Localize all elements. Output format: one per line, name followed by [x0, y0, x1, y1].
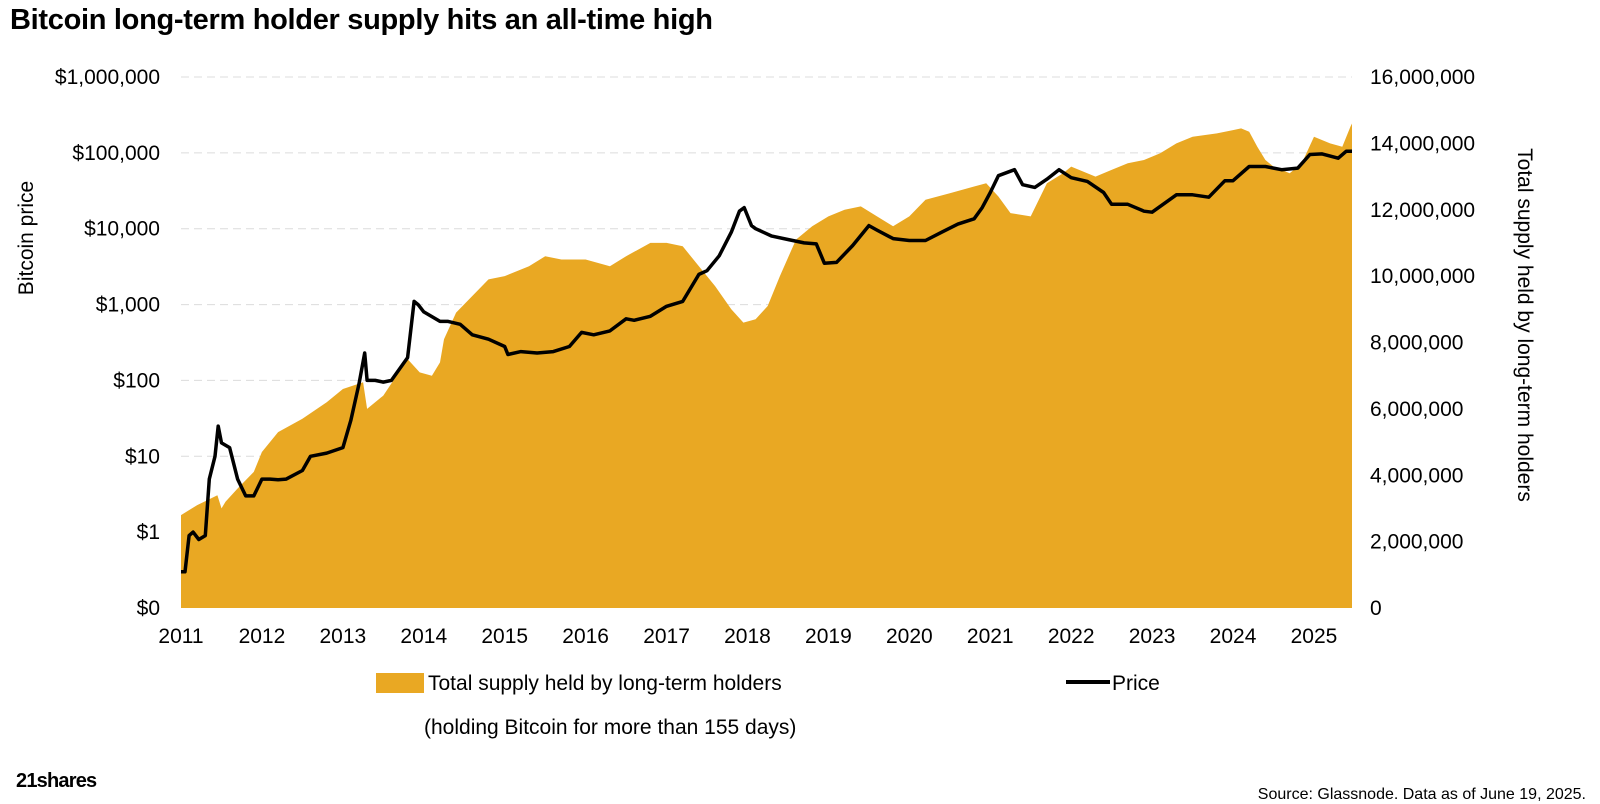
- legend-price: Price: [1066, 672, 1160, 696]
- right-axis-ticks: 0 2,000,000 4,000,000 6,000,000 8,000,000 10,…: [1370, 66, 1475, 620]
- x-tick-label: 2025: [1291, 625, 1338, 648]
- x-tick-label: 2022: [1048, 625, 1095, 648]
- x-tick-label: 2013: [319, 625, 366, 648]
- x-tick-label: 2019: [805, 625, 852, 648]
- x-tick-label: 2017: [643, 625, 690, 648]
- left-tick-label: $100: [113, 369, 160, 392]
- right-tick-label: 8,000,000: [1370, 332, 1463, 355]
- right-tick-label: 2,000,000: [1370, 531, 1463, 554]
- price-line-series: [181, 149, 1352, 574]
- right-tick-label: 16,000,000: [1370, 66, 1475, 89]
- right-tick-label: 10,000,000: [1370, 265, 1475, 288]
- left-tick-label: $100,000: [72, 142, 160, 165]
- legend-supply-label: Total supply held by long-term holders: [428, 672, 782, 695]
- x-tick-label: 2020: [886, 625, 933, 648]
- right-tick-label: 0: [1370, 597, 1382, 620]
- x-tick-label: 2012: [239, 625, 286, 648]
- x-tick-label: 2024: [1210, 625, 1257, 648]
- x-tick-label: 2021: [967, 625, 1014, 648]
- right-tick-label: 12,000,000: [1370, 199, 1475, 222]
- supply-area-series: [181, 123, 1352, 608]
- left-tick-label: $1,000,000: [55, 66, 160, 89]
- legend-supply-sublabel: (holding Bitcoin for more than 155 days): [424, 716, 797, 739]
- x-axis-ticks: 2011 2012 2013 2014 2015 2016 2017 2018 2019 2020…: [158, 625, 1337, 648]
- left-tick-label: $10: [125, 445, 160, 468]
- right-tick-label: 14,000,000: [1370, 132, 1475, 155]
- left-tick-label: $0: [137, 597, 160, 620]
- x-tick-label: 2023: [1129, 625, 1176, 648]
- chart-title: Bitcoin long-term holder supply hits an …: [10, 4, 713, 36]
- right-tick-label: 6,000,000: [1370, 398, 1463, 421]
- left-tick-label: $1,000: [96, 294, 160, 317]
- right-tick-label: 4,000,000: [1370, 464, 1463, 487]
- legend-price-swatch: [1066, 680, 1110, 684]
- left-tick-label: $10,000: [84, 218, 160, 241]
- legend-price-label: Price: [1112, 672, 1160, 695]
- brand-logo: 21shares: [16, 770, 97, 792]
- legend-supply-swatch: [376, 673, 424, 693]
- x-tick-label: 2011: [158, 625, 203, 648]
- x-tick-label: 2016: [562, 625, 609, 648]
- x-tick-label: 2018: [724, 625, 771, 648]
- left-tick-label: $1: [137, 521, 160, 544]
- legend-supply: Total supply held by long-term holders: [376, 672, 782, 696]
- left-axis-title: Bitcoin price: [15, 181, 38, 295]
- right-axis-title: Total supply held by long-term holders: [1513, 148, 1536, 502]
- left-axis-ticks: $0 $1 $10 $100 $1,000 $10,000 $100,000 $1,000,0…: [55, 66, 160, 620]
- chart-canvas: $0 $1 $10 $100 $1,000 $10,000 $100,000 $1,000,0…: [15, 66, 1536, 648]
- source-note: Source: Glassnode. Data as of June 19, 2…: [1257, 786, 1586, 803]
- x-tick-label: 2015: [481, 625, 528, 648]
- x-tick-label: 2014: [400, 625, 447, 648]
